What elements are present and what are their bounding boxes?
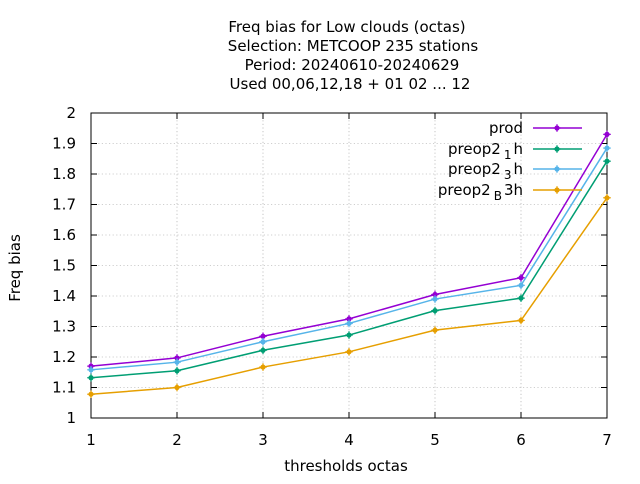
legend-label-main: prod [489, 119, 523, 137]
y-tick-label: 1 [66, 409, 76, 427]
legend-label: preop2 1 h [448, 140, 523, 162]
y-tick-label: 1.6 [52, 226, 76, 244]
x-tick-label: 6 [516, 431, 526, 449]
series-line-preop2_1h [90, 160, 608, 379]
legend-entry-preop2_B3h: preop2 B 3h [438, 181, 582, 203]
x-tick-label: 3 [258, 431, 268, 449]
title-line-3: Period: 20240610-20240629 [245, 56, 460, 74]
x-tick-label: 7 [602, 431, 612, 449]
series-prod [87, 130, 611, 370]
axes: 1 2 3 4 5 6 7 1 1.1 1.2 1.3 1.4 1.5 1.6 1.7 1.8 1.9 2 [52, 104, 612, 449]
y-tick-label: 1.3 [52, 318, 76, 336]
legend-entry-preop2_3h: preop2 3 h [448, 160, 582, 182]
legend-label-main: preop2 [438, 181, 491, 199]
y-tick-label: 1.5 [52, 257, 76, 275]
legend-label-tail: 3h [504, 181, 523, 199]
legend-label: preop2 3 h [448, 160, 523, 182]
title-line-2: Selection: METCOOP 235 stations [228, 37, 479, 55]
y-tick-label: 1.1 [52, 379, 76, 397]
x-axis-label: thresholds octas [284, 457, 408, 475]
y-axis-label: Freq bias [6, 234, 24, 302]
legend-label: prod [489, 119, 523, 137]
series-preop2_3h [87, 144, 611, 374]
legend-label: preop2 B 3h [438, 181, 523, 203]
x-tick-label: 1 [86, 431, 96, 449]
legend-label-subscript: B [494, 189, 502, 203]
legend-label-subscript: 1 [504, 148, 512, 162]
series [87, 130, 611, 399]
chart-title: Freq bias for Low clouds (octas) Selecti… [228, 18, 479, 93]
series-preop2_1h [87, 157, 611, 382]
legend-entry-prod: prod [489, 119, 582, 137]
title-line-1: Freq bias for Low clouds (octas) [228, 18, 465, 36]
legend-label-main: preop2 [448, 160, 501, 178]
legend-label-tail: h [513, 160, 523, 178]
y-tick-label: 1.7 [52, 196, 76, 214]
plot-frame [90, 112, 608, 419]
legend-label-tail: h [513, 140, 523, 158]
legend-entry-preop2_1h: preop2 1 h [448, 140, 582, 162]
series-line-preop2_B3h [90, 197, 608, 395]
legend-label-subscript: 3 [504, 168, 512, 182]
x-tick-label: 5 [430, 431, 440, 449]
x-tick-label: 4 [344, 431, 354, 449]
series-preop2_B3h [87, 193, 611, 399]
x-tick-label: 2 [172, 431, 182, 449]
y-tick-label: 1.2 [52, 348, 76, 366]
y-tick-label: 2 [66, 104, 76, 122]
grid [91, 113, 607, 418]
y-tick-label: 1.4 [52, 287, 76, 305]
y-tick-label: 1.8 [52, 165, 76, 183]
legend-label-main: preop2 [448, 140, 501, 158]
y-tick-label: 1.9 [52, 135, 76, 153]
title-line-4: Used 00,06,12,18 + 01 02 ... 12 [230, 75, 471, 93]
